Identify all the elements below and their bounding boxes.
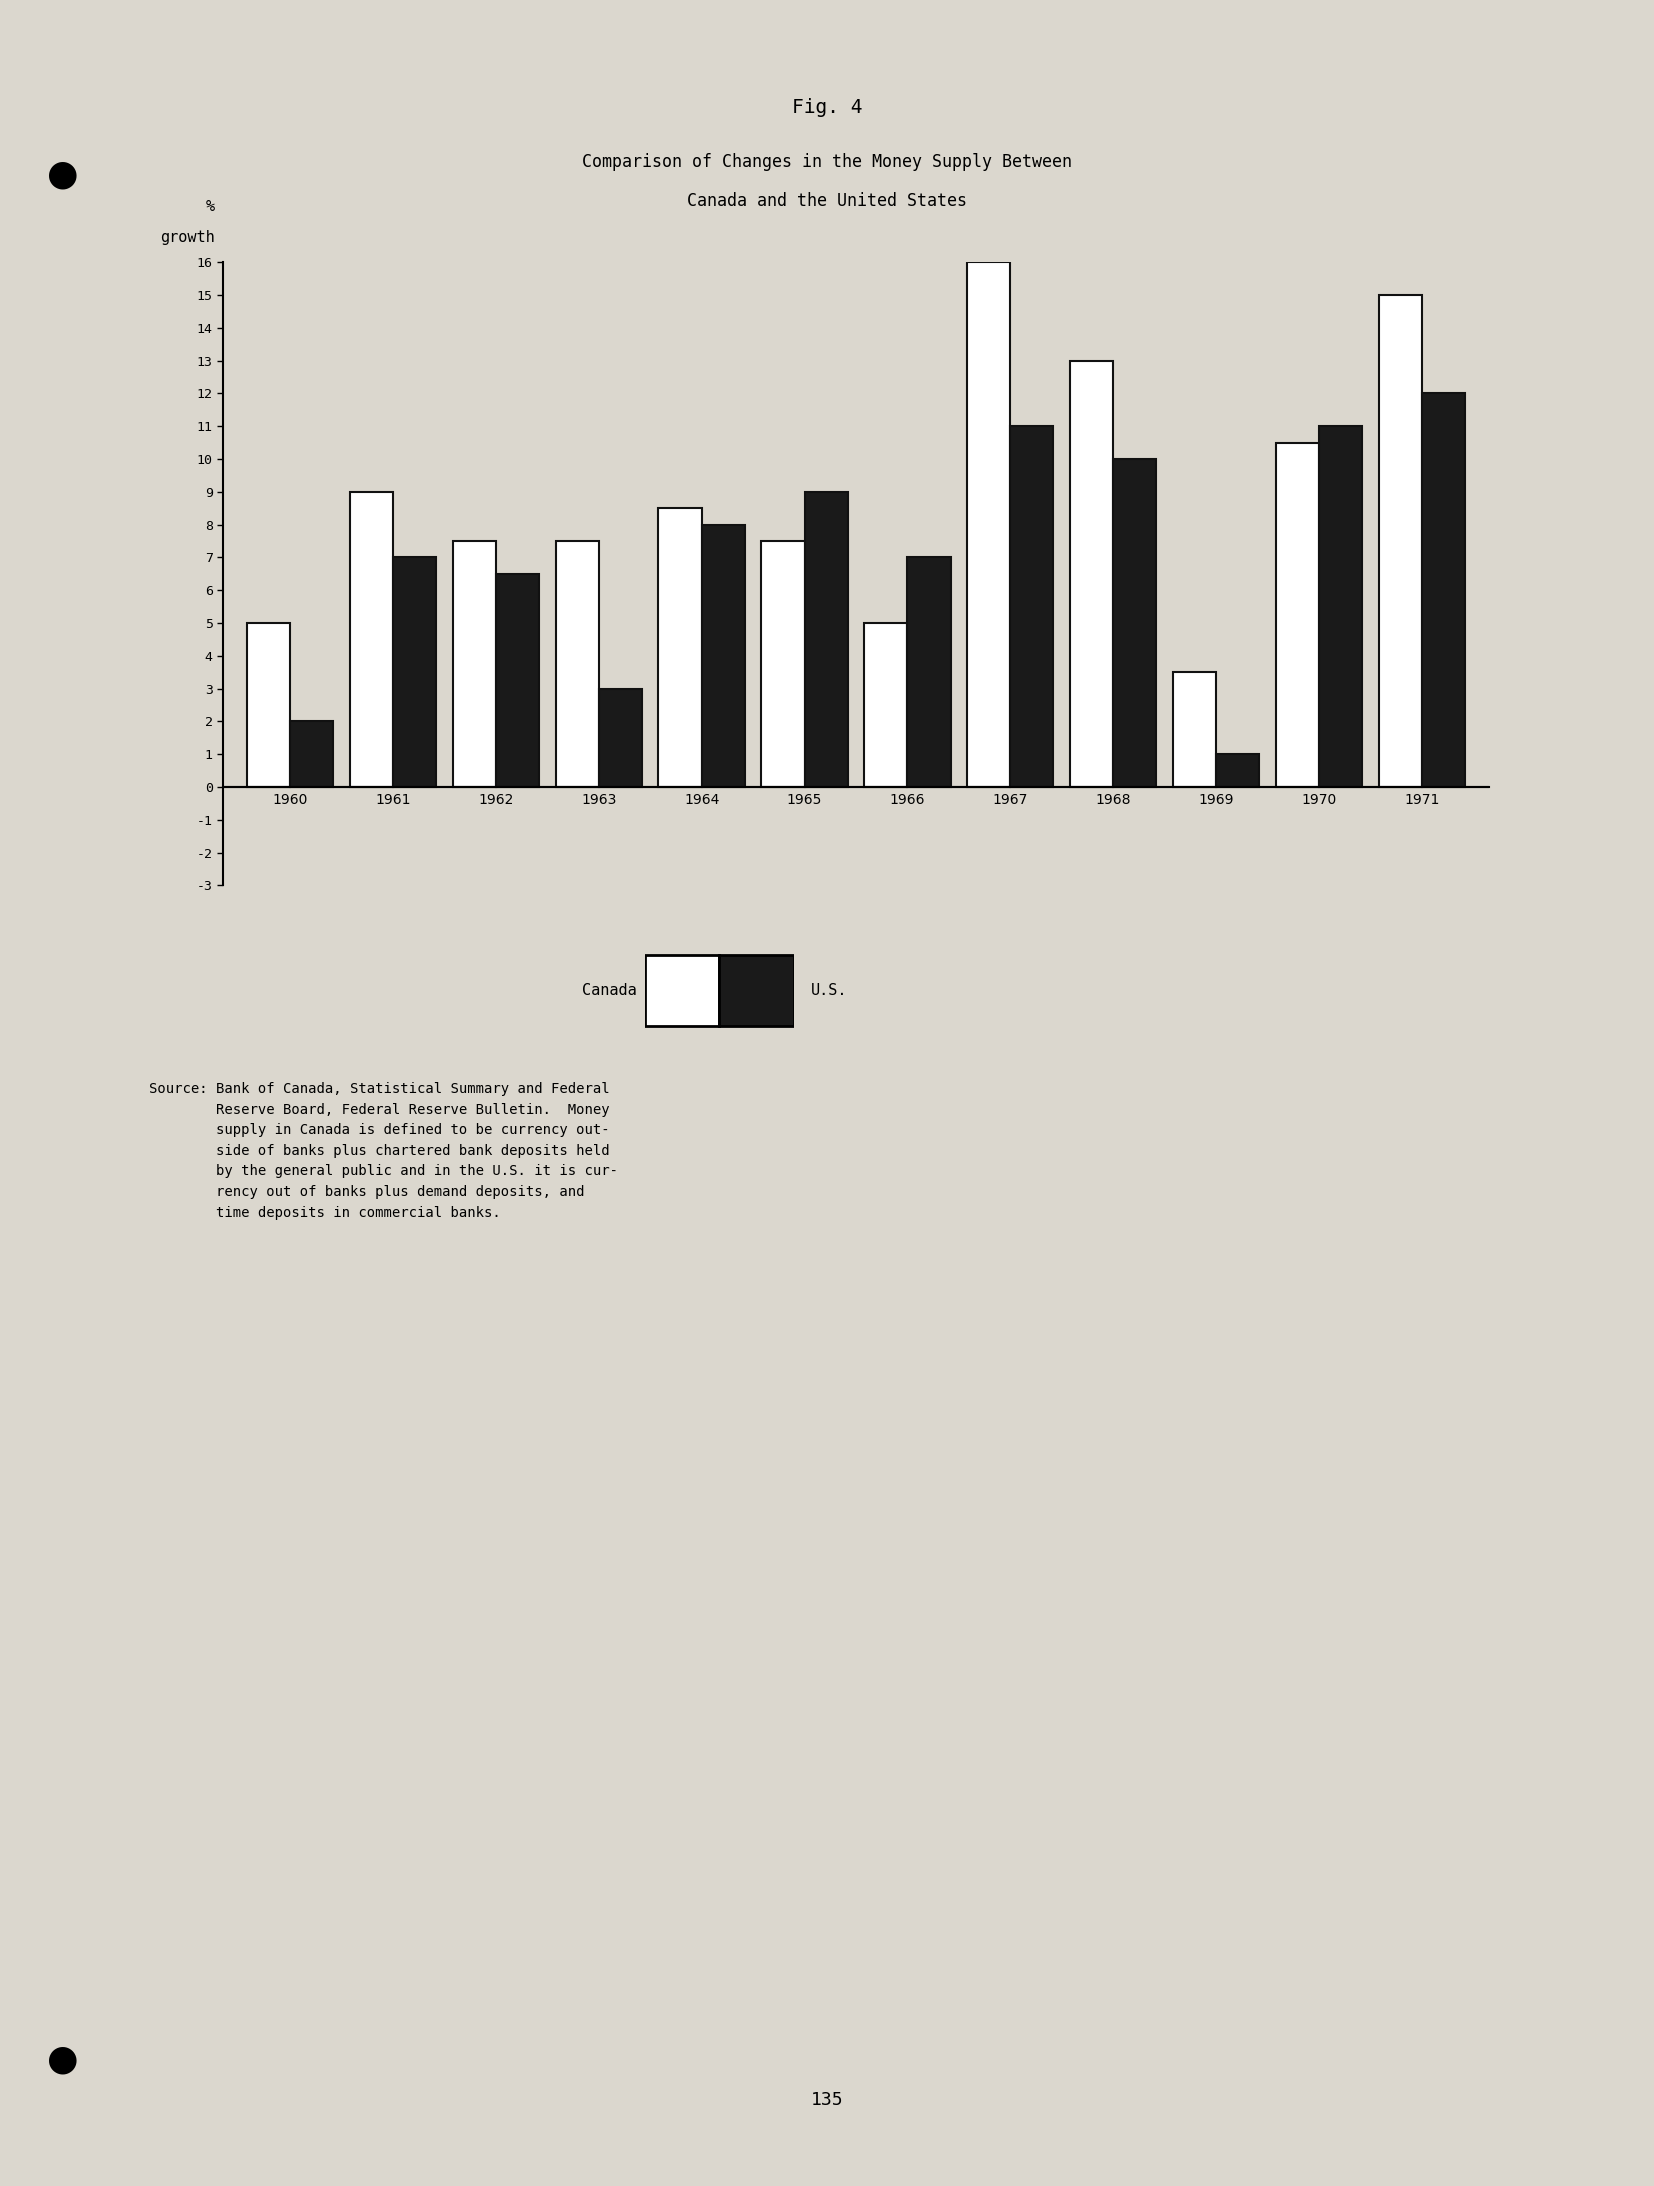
- Text: %: %: [205, 199, 215, 214]
- Bar: [1070, 361, 1113, 787]
- Bar: [658, 509, 701, 787]
- Bar: [556, 542, 599, 787]
- Text: Source: Bank of Canada, Statistical Summary and Federal
        Reserve Board, F: Source: Bank of Canada, Statistical Summ…: [149, 1082, 619, 1220]
- Text: 135: 135: [810, 2092, 844, 2109]
- Bar: [761, 542, 804, 787]
- Text: U.S.: U.S.: [810, 984, 847, 997]
- Bar: [719, 955, 794, 1025]
- Text: growth: growth: [160, 230, 215, 245]
- Bar: [863, 623, 908, 787]
- Bar: [453, 542, 496, 787]
- Bar: [1011, 426, 1054, 787]
- Bar: [394, 557, 437, 787]
- Bar: [968, 262, 1011, 787]
- Bar: [1216, 754, 1259, 787]
- Bar: [1275, 442, 1318, 787]
- Bar: [1113, 459, 1156, 787]
- Bar: [1378, 295, 1422, 787]
- Bar: [1318, 426, 1363, 787]
- Bar: [701, 525, 744, 787]
- Bar: [804, 492, 849, 787]
- Text: Fig. 4: Fig. 4: [792, 98, 862, 118]
- Bar: [289, 721, 334, 787]
- Text: ●: ●: [46, 2042, 79, 2077]
- Text: Canada: Canada: [582, 984, 637, 997]
- Bar: [1173, 673, 1216, 787]
- Bar: [496, 575, 539, 787]
- Bar: [908, 557, 951, 787]
- Text: Canada and the United States: Canada and the United States: [686, 192, 968, 210]
- Text: Comparison of Changes in the Money Supply Between: Comparison of Changes in the Money Suppl…: [582, 153, 1072, 171]
- Bar: [246, 623, 289, 787]
- Bar: [351, 492, 394, 787]
- Bar: [1422, 393, 1465, 787]
- Bar: [599, 689, 642, 787]
- Text: ●: ●: [46, 157, 79, 192]
- Bar: [645, 955, 719, 1025]
